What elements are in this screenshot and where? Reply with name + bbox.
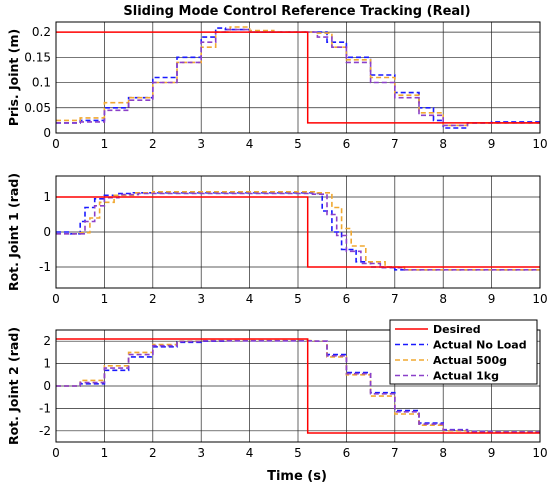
legend-item: Actual 1kg xyxy=(395,370,499,383)
y-tick-label: -1 xyxy=(39,260,51,274)
x-tick-label: 7 xyxy=(391,446,399,460)
series-group xyxy=(56,338,540,434)
series-line-actual-1kg xyxy=(56,192,540,271)
x-tick-label: 6 xyxy=(343,292,351,306)
legend-label: Actual No Load xyxy=(433,339,527,352)
x-tick-label: 5 xyxy=(294,446,302,460)
legend-item: Actual No Load xyxy=(395,339,527,352)
x-tick-label: 6 xyxy=(343,446,351,460)
y-tick-label: 0 xyxy=(43,225,51,239)
y-tick-label: 2 xyxy=(43,334,51,348)
x-tick-label: 2 xyxy=(149,137,157,151)
x-tick-label: 0 xyxy=(52,292,60,306)
x-tick-label: 3 xyxy=(197,446,205,460)
x-tick-label: 8 xyxy=(439,446,447,460)
x-tick-label: 4 xyxy=(246,292,254,306)
axes-box xyxy=(55,175,541,289)
axes-box xyxy=(55,21,541,134)
x-tick-label: 9 xyxy=(488,137,496,151)
series-line-actual-no-load xyxy=(56,340,540,433)
y-tick-label: 0.15 xyxy=(24,50,51,64)
figure-title: Sliding Mode Control Reference Tracking … xyxy=(123,4,470,19)
x-tick-label: 3 xyxy=(197,292,205,306)
y-tick-label: 0.2 xyxy=(32,25,51,39)
x-tick-label: 2 xyxy=(149,446,157,460)
y-axis-label: Rot. Joint 2 (rad) xyxy=(6,327,21,445)
series-group xyxy=(56,26,540,129)
series-line-desired xyxy=(56,338,540,434)
x-tick-label: 0 xyxy=(52,446,60,460)
x-tick-label: 9 xyxy=(488,292,496,306)
y-tick-label: -2 xyxy=(39,424,51,438)
legend: Desired Actual No Load Actual 500g Actual 1… xyxy=(389,319,538,385)
y-tick-label: 1 xyxy=(43,190,51,204)
series-line-actual-1kg xyxy=(56,340,540,433)
x-tick-label: 10 xyxy=(532,292,547,306)
legend-label: Actual 1kg xyxy=(433,370,499,383)
y-tick-label: 0.05 xyxy=(24,101,51,115)
x-tick-label: 10 xyxy=(532,446,547,460)
legend-item: Desired xyxy=(395,323,481,336)
x-tick-label: 8 xyxy=(439,292,447,306)
y-tick-label: 0.1 xyxy=(32,76,51,90)
y-axis-label: Pris. Joint (m) xyxy=(6,29,21,126)
x-tick-label: 4 xyxy=(246,137,254,151)
panel-1: 0 1 2 3 4 5 6 7 8 9 10 0 0.05 0.1 0.15 0.2 Pris. Joint (… xyxy=(6,21,548,151)
series-line-actual-500g xyxy=(56,191,540,271)
x-tick-label: 1 xyxy=(101,137,109,151)
y-tick-label: 0 xyxy=(43,379,51,393)
x-tick-label: 4 xyxy=(246,446,254,460)
x-tick-label: 7 xyxy=(391,137,399,151)
x-tick-label: 5 xyxy=(294,292,302,306)
x-tick-label: 6 xyxy=(343,137,351,151)
x-tick-label: 3 xyxy=(197,137,205,151)
x-tick-label: 7 xyxy=(391,292,399,306)
legend-item: Actual 500g xyxy=(395,354,507,367)
axes-box xyxy=(55,329,541,443)
y-tick-label: -1 xyxy=(39,401,51,415)
legend-label: Actual 500g xyxy=(433,354,507,367)
panel-2: 0 1 2 3 4 5 6 7 8 9 10 -1 0 1 Rot. Joint 1 (rad) xyxy=(6,173,548,306)
x-tick-label: 1 xyxy=(101,446,109,460)
x-tick-label: 2 xyxy=(149,292,157,306)
x-axis-label: Time (s) xyxy=(267,469,327,484)
y-tick-label: 1 xyxy=(43,357,51,371)
series-line-desired xyxy=(56,31,540,124)
x-tick-label: 1 xyxy=(101,292,109,306)
x-tick-label: 9 xyxy=(488,446,496,460)
x-tick-label: 10 xyxy=(532,137,547,151)
x-tick-label: 8 xyxy=(439,137,447,151)
x-tick-label: 5 xyxy=(294,137,302,151)
legend-box xyxy=(389,319,538,385)
y-axis-label: Rot. Joint 1 (rad) xyxy=(6,173,21,291)
series-group xyxy=(56,191,540,271)
series-line-desired xyxy=(56,196,540,268)
x-tick-label: 0 xyxy=(52,137,60,151)
legend-label: Desired xyxy=(433,323,481,336)
y-tick-label: 0 xyxy=(43,126,51,140)
